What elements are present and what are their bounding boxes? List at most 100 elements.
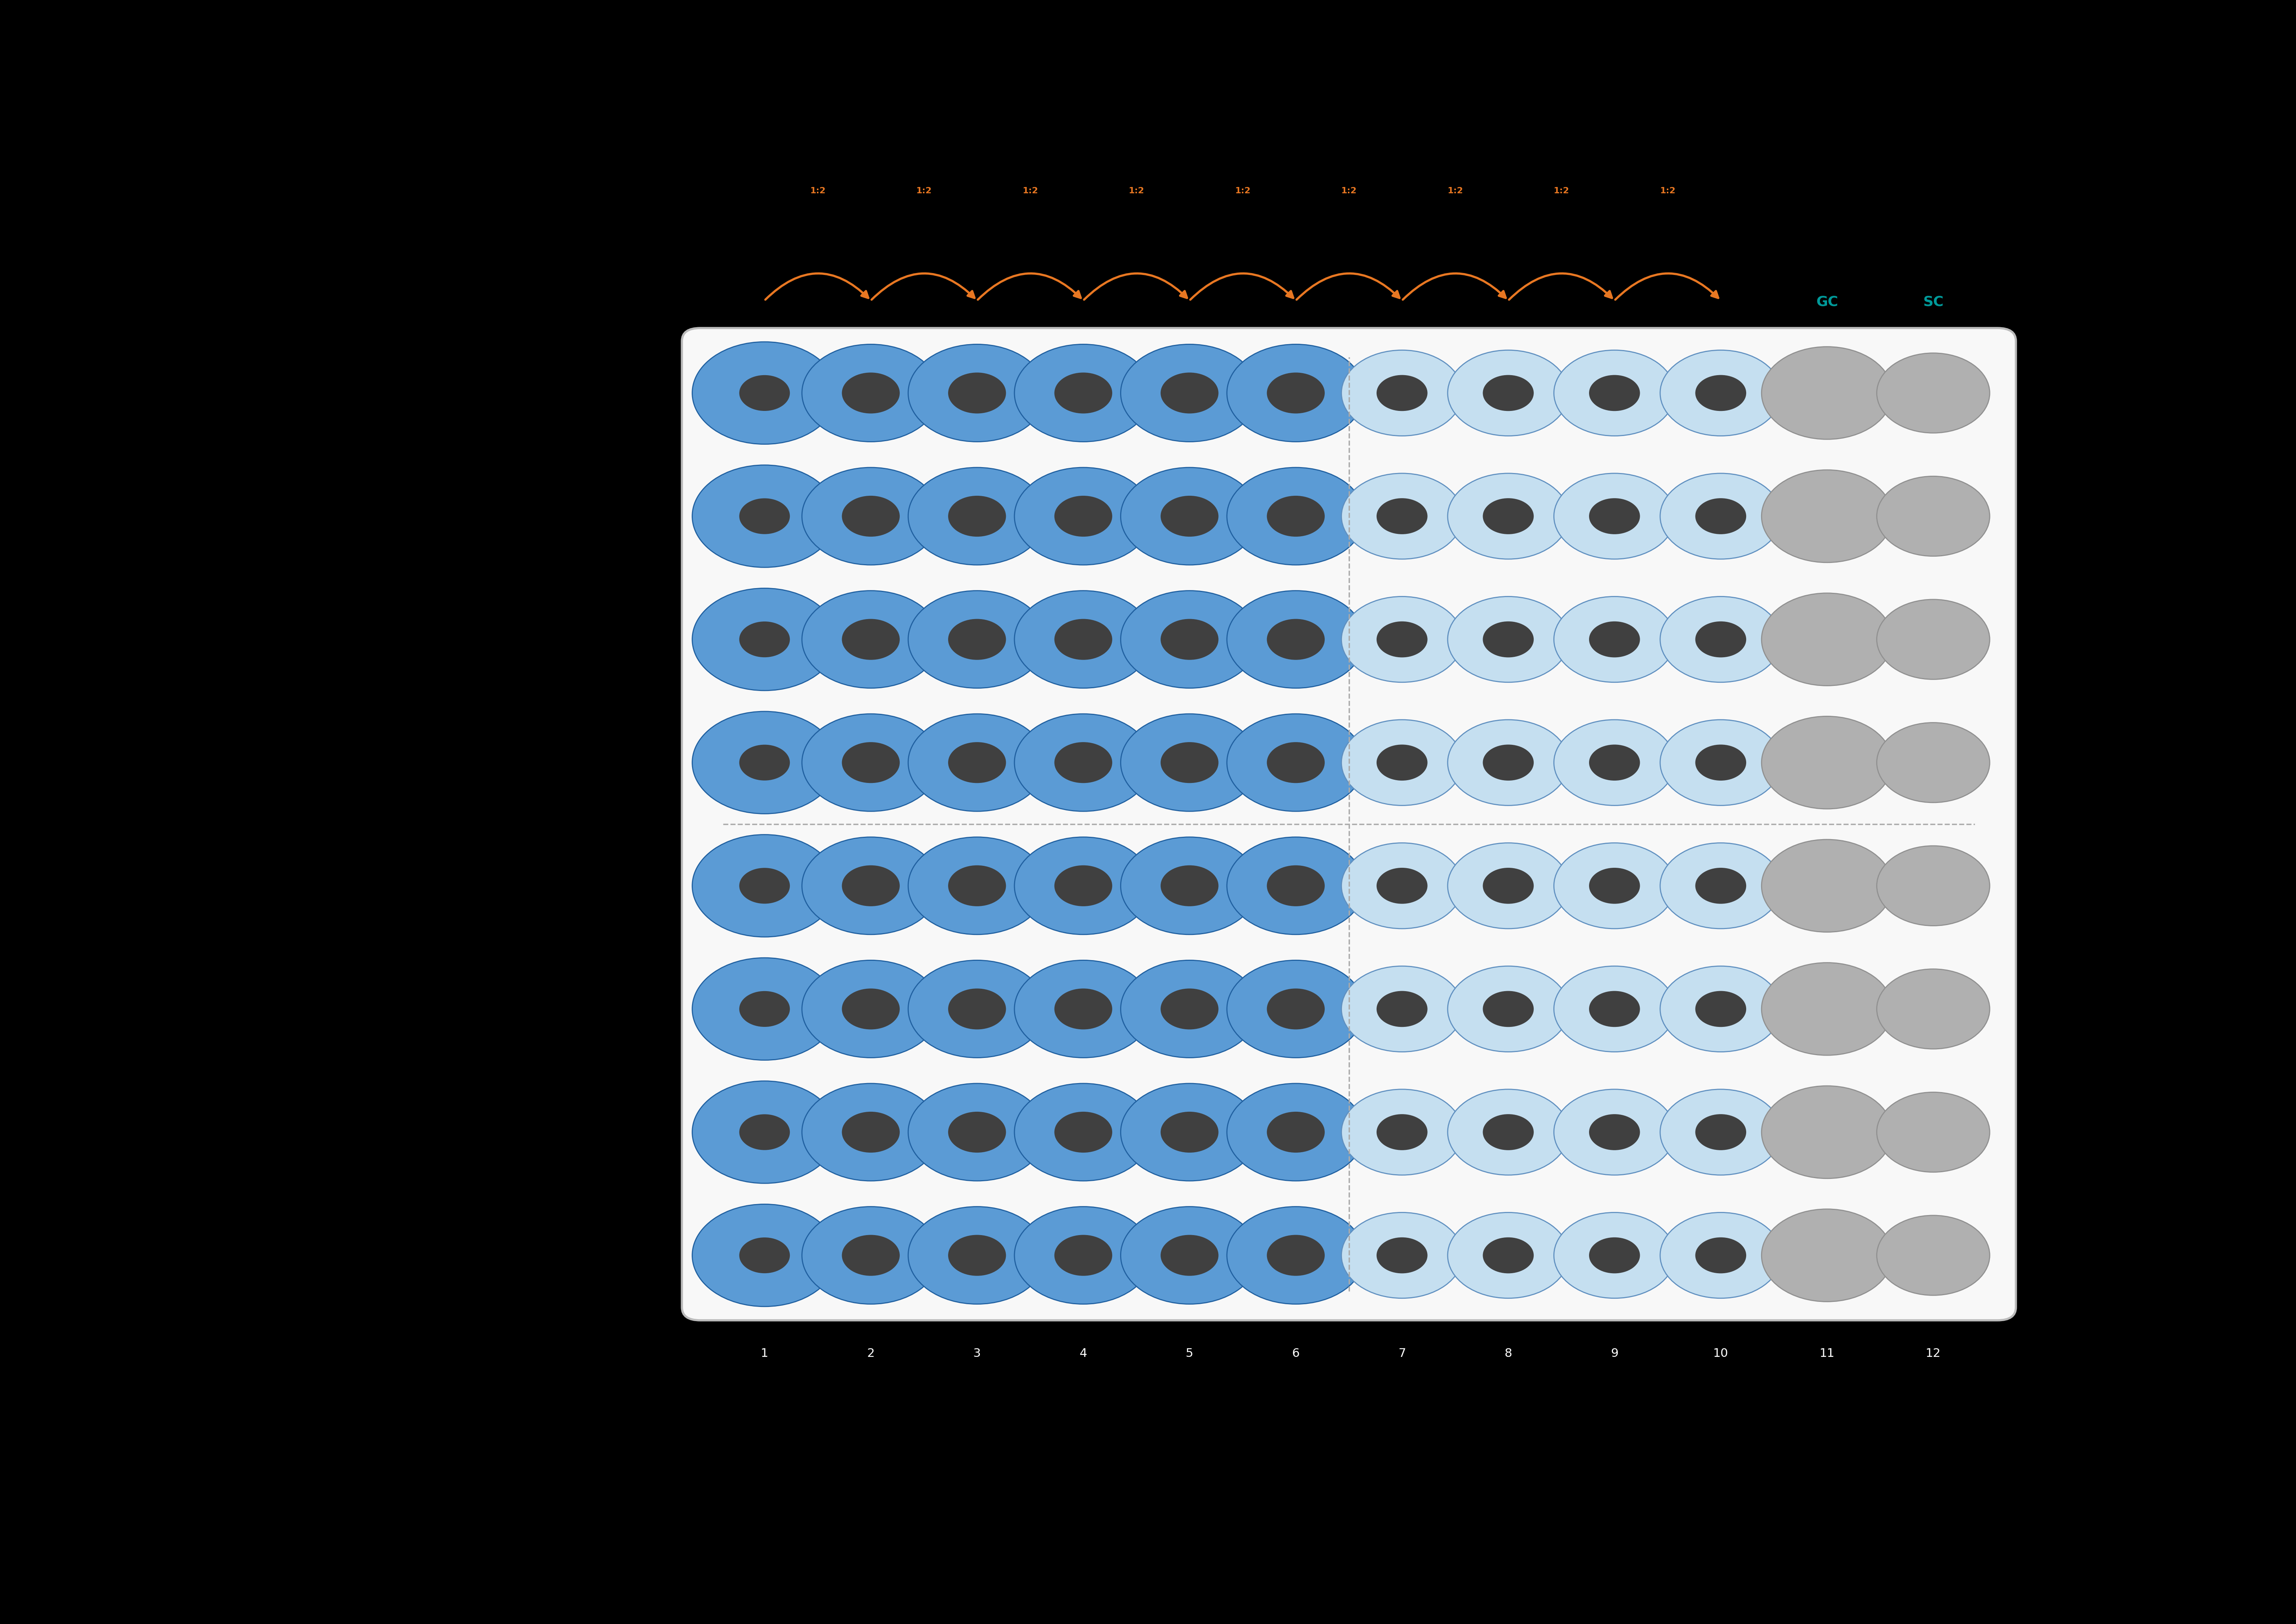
Circle shape: [1449, 966, 1568, 1052]
Circle shape: [1015, 1083, 1153, 1181]
Circle shape: [1267, 619, 1325, 659]
Circle shape: [1449, 473, 1568, 559]
Text: 1:2: 1:2: [1130, 187, 1143, 195]
Circle shape: [1483, 375, 1534, 411]
Circle shape: [1761, 840, 1892, 932]
Circle shape: [1761, 716, 1892, 809]
Text: 1:2: 1:2: [1022, 187, 1038, 195]
Text: 1: 1: [760, 1348, 769, 1359]
Circle shape: [1554, 966, 1676, 1052]
Circle shape: [1054, 1112, 1111, 1153]
Circle shape: [1554, 843, 1676, 929]
Circle shape: [1120, 468, 1258, 565]
Circle shape: [801, 836, 939, 934]
Circle shape: [1554, 473, 1676, 559]
Text: 5: 5: [1185, 1348, 1194, 1359]
Circle shape: [1226, 836, 1364, 934]
Circle shape: [948, 742, 1006, 783]
Text: 2: 2: [868, 1348, 875, 1359]
Circle shape: [1120, 1083, 1258, 1181]
Circle shape: [1589, 1114, 1639, 1150]
Circle shape: [1694, 991, 1747, 1026]
Circle shape: [1876, 599, 1991, 679]
Circle shape: [1159, 1234, 1219, 1276]
Circle shape: [1341, 351, 1463, 435]
Text: SC: SC: [1924, 296, 1942, 309]
Circle shape: [1876, 352, 1991, 434]
Circle shape: [1554, 1090, 1676, 1176]
Circle shape: [909, 836, 1047, 934]
Circle shape: [1015, 591, 1153, 689]
Circle shape: [1378, 991, 1428, 1026]
Circle shape: [1876, 970, 1991, 1049]
Circle shape: [1761, 469, 1892, 562]
FancyBboxPatch shape: [682, 328, 2016, 1320]
Circle shape: [1483, 867, 1534, 905]
Circle shape: [1589, 622, 1639, 658]
Circle shape: [948, 372, 1006, 414]
Circle shape: [1159, 495, 1219, 536]
Circle shape: [909, 1083, 1047, 1181]
Circle shape: [1159, 989, 1219, 1030]
Circle shape: [1694, 499, 1747, 534]
Text: 11: 11: [1818, 1348, 1835, 1359]
Circle shape: [1660, 843, 1782, 929]
Circle shape: [693, 588, 838, 690]
Circle shape: [739, 1237, 790, 1273]
Circle shape: [1378, 1237, 1428, 1273]
Circle shape: [693, 464, 838, 567]
Circle shape: [1159, 866, 1219, 906]
Circle shape: [1341, 1213, 1463, 1298]
Text: 1:2: 1:2: [810, 187, 827, 195]
Text: 1:2: 1:2: [916, 187, 932, 195]
Circle shape: [1876, 723, 1991, 802]
Circle shape: [1054, 619, 1111, 659]
Circle shape: [1378, 499, 1428, 534]
Circle shape: [909, 960, 1047, 1057]
Circle shape: [1589, 375, 1639, 411]
Text: 4: 4: [1079, 1348, 1086, 1359]
Circle shape: [1341, 596, 1463, 682]
Circle shape: [693, 343, 838, 445]
Circle shape: [1483, 622, 1534, 658]
Circle shape: [693, 958, 838, 1060]
Circle shape: [1554, 719, 1676, 806]
Circle shape: [801, 715, 939, 812]
Circle shape: [1015, 960, 1153, 1057]
Circle shape: [1449, 596, 1568, 682]
Circle shape: [739, 622, 790, 658]
Circle shape: [1120, 960, 1258, 1057]
Circle shape: [843, 866, 900, 906]
Circle shape: [1267, 1234, 1325, 1276]
Circle shape: [1694, 375, 1747, 411]
Circle shape: [909, 591, 1047, 689]
Circle shape: [1267, 989, 1325, 1030]
Circle shape: [1267, 866, 1325, 906]
Circle shape: [948, 989, 1006, 1030]
Circle shape: [1483, 991, 1534, 1026]
Circle shape: [843, 742, 900, 783]
Circle shape: [1054, 1234, 1111, 1276]
Circle shape: [1341, 719, 1463, 806]
Circle shape: [1267, 495, 1325, 536]
Circle shape: [1876, 846, 1991, 926]
Circle shape: [1554, 351, 1676, 435]
Circle shape: [739, 499, 790, 534]
Circle shape: [739, 991, 790, 1026]
Text: 10: 10: [1713, 1348, 1729, 1359]
Circle shape: [948, 1112, 1006, 1153]
Circle shape: [1226, 715, 1364, 812]
Circle shape: [1660, 596, 1782, 682]
Circle shape: [843, 619, 900, 659]
Circle shape: [1876, 1215, 1991, 1296]
Text: 1:2: 1:2: [1235, 187, 1251, 195]
Circle shape: [1378, 867, 1428, 905]
Circle shape: [1120, 591, 1258, 689]
Circle shape: [1660, 966, 1782, 1052]
Text: 1:2: 1:2: [1660, 187, 1676, 195]
Circle shape: [1120, 836, 1258, 934]
Circle shape: [1449, 1213, 1568, 1298]
Circle shape: [801, 468, 939, 565]
Text: 8: 8: [1504, 1348, 1513, 1359]
Circle shape: [909, 344, 1047, 442]
